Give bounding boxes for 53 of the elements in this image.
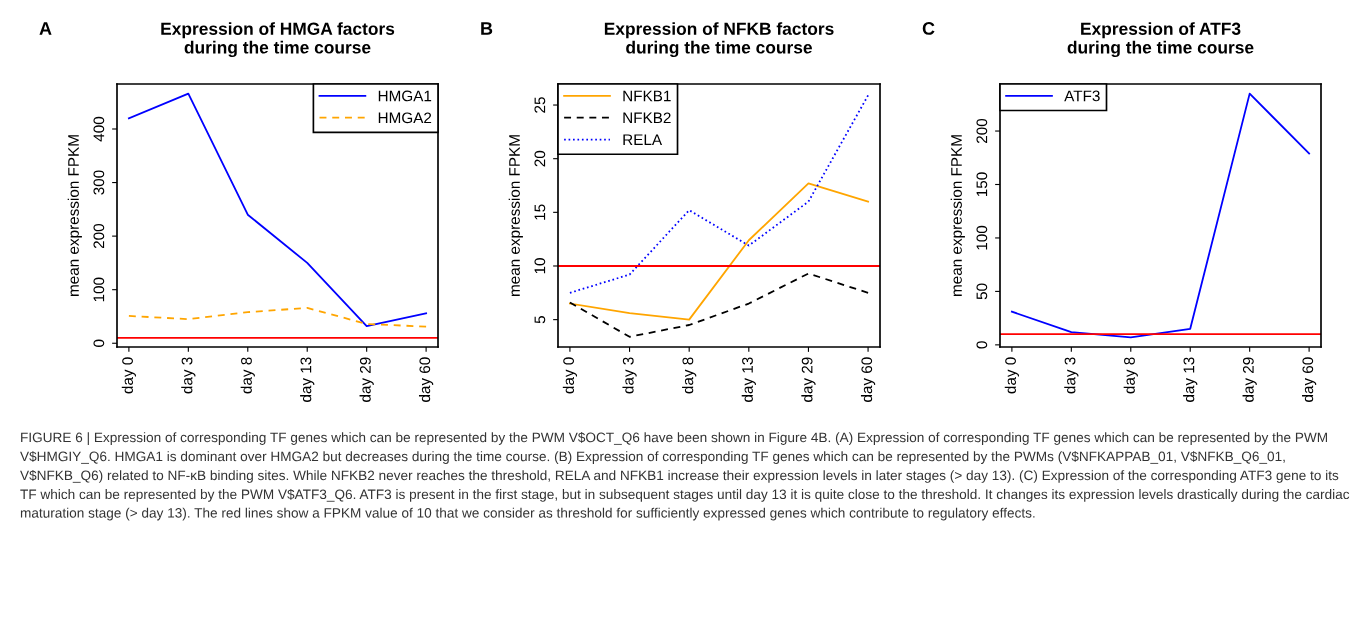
y-tick-label: 400 bbox=[93, 116, 105, 142]
x-tick-label: day 60 bbox=[1301, 357, 1317, 402]
y-tick-label: 0 bbox=[976, 341, 988, 349]
x-tick-label: day 8 bbox=[682, 357, 697, 394]
y-tick-label: 0 bbox=[93, 339, 105, 347]
x-tick-label: day 8 bbox=[1123, 357, 1138, 394]
x-tick-label: day 3 bbox=[1064, 357, 1079, 394]
y-axis-title: mean expression FPKM bbox=[67, 135, 82, 296]
x-tick-label: day 13 bbox=[1183, 357, 1198, 402]
legend-label: ATF3 bbox=[1064, 90, 1100, 102]
x-tick-label: day 29 bbox=[1242, 357, 1257, 402]
line-series bbox=[569, 272, 869, 338]
line-series bbox=[127, 306, 428, 328]
y-tick-label: 10 bbox=[534, 258, 546, 274]
y-tick-label: 200 bbox=[93, 223, 105, 249]
line-series bbox=[569, 182, 869, 321]
y-tick-label: 200 bbox=[976, 118, 988, 144]
x-tick-label: day 0 bbox=[562, 357, 578, 394]
y-tick-label: 100 bbox=[976, 225, 988, 250]
y-tick-label: 25 bbox=[534, 97, 546, 113]
caption: FIGURE 6 | Expression of corresponding TF genes which can be represented by the PWM V$OCT_Q6 have been shown in Figure 4B. (A) Expression of corresponding TF genes which can be represented by the PWM V$HMGIY_Q6. HMGA1 is dominant over HMGA2 but decreases during the time course. (B) Expression of corresponding TF genes which can be represented by the PWMs (V$NFKAPPAB_01, V$NFKB_Q6_01, V$NFKB_Q6) related to NF-κB binding sites. While NFKB2 never reaches the threshold, RELA and NFKB1 increase their expression levels in later stages (> day 13). (C) Expression of the corresponding ATF3 gene to its TF which can be represented by the PWM V$ATF3_Q6. ATF3 is present in the first stage, but in subsequent stages until day 13 it is quite close to the threshold. It changes its expression levels drastically during the cardiac maturation stage (> day 13). The red lines show a FPKM value of 10 that we consider as threshold for sufficiently expressed genes which contribute to regulatory effects. bbox=[20, 432, 1350, 521]
chart-title: Expression of ATF3 during the time course bbox=[1067, 22, 1254, 58]
chart-title: Expression of NFKB factors during the time course bbox=[604, 22, 834, 58]
legend-label: RELA bbox=[623, 134, 663, 145]
legend-label: NFKB2 bbox=[623, 112, 671, 124]
line-series bbox=[1010, 92, 1311, 339]
y-tick-label: 100 bbox=[93, 277, 105, 302]
y-tick-label: 50 bbox=[976, 283, 988, 300]
x-tick-label: day 29 bbox=[359, 357, 374, 402]
y-axis-title: mean expression FPKM bbox=[950, 135, 965, 296]
y-tick-label: 5 bbox=[534, 316, 546, 324]
text: A bbox=[39, 22, 52, 35]
y-tick-label: 300 bbox=[93, 170, 105, 195]
x-tick-label: day 0 bbox=[1004, 357, 1020, 394]
x-tick-label: day 13 bbox=[741, 357, 756, 402]
x-tick-label: day 60 bbox=[860, 357, 876, 402]
x-tick-label: day 13 bbox=[300, 357, 315, 402]
x-tick-label: day 3 bbox=[181, 357, 196, 394]
y-tick-label: 150 bbox=[976, 172, 988, 197]
y-tick-label: 20 bbox=[534, 150, 546, 167]
legend-label: HMGA1 bbox=[378, 90, 432, 102]
x-tick-label: day 60 bbox=[418, 357, 434, 402]
y-tick-label: 15 bbox=[534, 204, 546, 220]
y-axis-title: mean expression FPKM bbox=[508, 135, 523, 296]
text: B bbox=[481, 22, 493, 35]
x-tick-label: day 0 bbox=[121, 357, 137, 394]
chart-title: Expression of HMGA factors during the time course bbox=[161, 22, 395, 58]
legend-label: NFKB1 bbox=[623, 90, 671, 102]
x-tick-label: day 8 bbox=[240, 357, 255, 394]
legend-label: HMGA2 bbox=[378, 112, 432, 124]
text: C bbox=[922, 22, 935, 35]
x-tick-label: day 29 bbox=[801, 357, 816, 402]
x-tick-label: day 3 bbox=[622, 357, 637, 394]
